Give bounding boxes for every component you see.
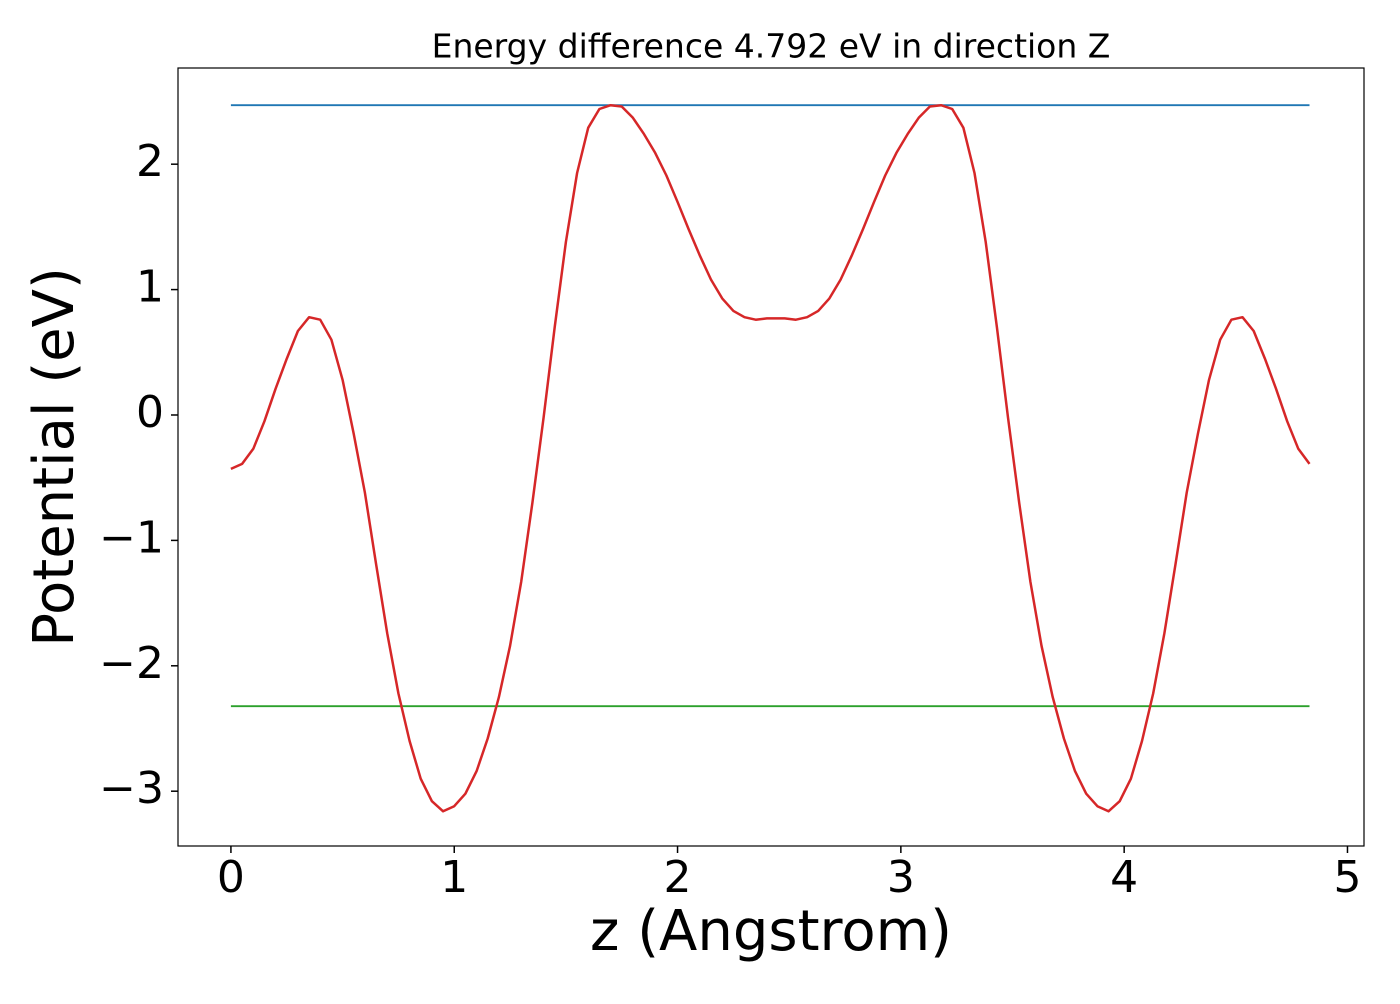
x-axis-label: z (Angstrom)	[590, 899, 952, 964]
y-axis-label: Potential (eV)	[22, 267, 87, 647]
y-tick-label: −2	[99, 638, 164, 689]
y-tick-label: 2	[136, 136, 164, 187]
x-tick-label: 2	[664, 852, 692, 903]
y-tick-label: 0	[136, 387, 164, 438]
x-tick-label: 0	[217, 852, 245, 903]
chart-title: Energy difference 4.792 eV in direction …	[432, 27, 1111, 66]
plot-frame	[177, 67, 1365, 847]
data-line	[230, 103, 1311, 813]
y-tick-label: 1	[136, 262, 164, 313]
x-tick-label: 5	[1333, 852, 1361, 903]
y-tick-label: −3	[99, 763, 164, 814]
y-tick-label: −1	[99, 512, 164, 563]
x-tick-label: 1	[440, 852, 468, 903]
x-tick-label: 4	[1110, 852, 1138, 903]
x-tick-label: 3	[887, 852, 915, 903]
